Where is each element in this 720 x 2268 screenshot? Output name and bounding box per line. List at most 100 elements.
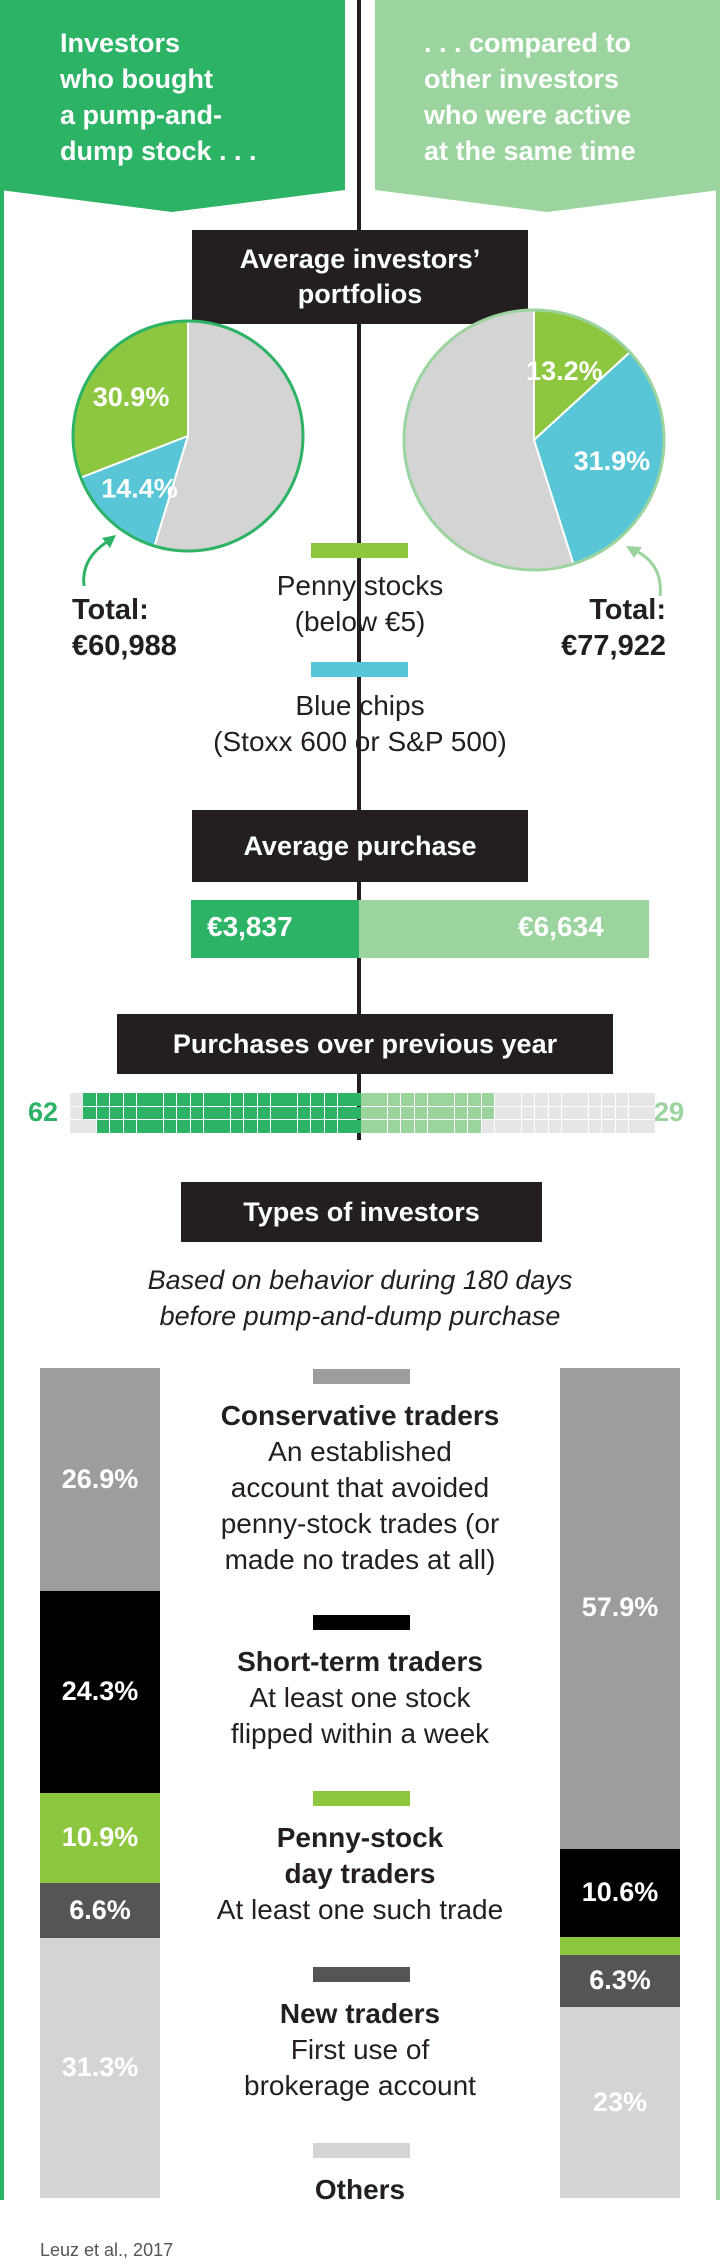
purchase-cell <box>361 1106 374 1120</box>
legend-new-line-2: brokerage account <box>244 2070 476 2101</box>
total-right-value: €77,922 <box>561 630 666 662</box>
segment-new-label: 6.3% <box>589 1964 651 1995</box>
purchase-cell <box>123 1106 137 1120</box>
purchase-cell <box>257 1120 271 1133</box>
purchase-cell <box>495 1093 508 1106</box>
purchase-cell <box>414 1093 428 1106</box>
pie-slice-penny-label: 30.9% <box>93 382 170 412</box>
purchase-cell <box>548 1106 562 1120</box>
segment-conservative-label: 57.9% <box>581 1592 659 1623</box>
purchase-cell <box>230 1106 244 1120</box>
purchase-cell <box>374 1120 387 1133</box>
segment-others <box>40 1938 160 2198</box>
purchase-cell <box>454 1106 468 1120</box>
segment-short-term <box>40 1591 160 1793</box>
legend-penny-day-line-1: At least one such trade <box>216 1894 504 1925</box>
segment-others-label: 23% <box>592 2086 648 2117</box>
purchase-cell <box>217 1106 230 1120</box>
legend-swatch-others <box>313 2143 410 2158</box>
purchase-cell <box>284 1106 297 1120</box>
types-note-line-1: Based on behavior during 180 days <box>147 1265 573 1295</box>
segment-others-label: 31.3% <box>61 2052 139 2083</box>
legend-others-title: Others <box>314 2174 406 2205</box>
purchase-cell <box>137 1093 150 1106</box>
purchase-cell <box>70 1093 83 1106</box>
legend-new-line-1: First use of <box>290 2034 430 2065</box>
legend-conservative-line-3: penny-stock trades (or <box>220 1508 500 1539</box>
segment-new-label: 6.6% <box>69 1894 131 1925</box>
purchase-cell <box>190 1093 204 1106</box>
legend-penny-day: Penny-stock day traders At least one suc… <box>170 1820 550 1928</box>
purchase-cell <box>468 1106 481 1120</box>
purchase-cell <box>257 1106 271 1120</box>
purchase-cell <box>190 1106 204 1120</box>
legend-conservative-line-2: account that avoided <box>230 1472 490 1503</box>
purchase-cell <box>629 1093 642 1106</box>
purchase-cell <box>588 1093 602 1106</box>
purchase-cell <box>602 1106 615 1120</box>
purchase-cell <box>508 1106 521 1120</box>
purchase-cell <box>271 1106 284 1120</box>
purchase-cell <box>428 1106 441 1120</box>
pie-slice-blue-label: 31.9% <box>574 446 651 476</box>
purchase-cell <box>110 1120 123 1133</box>
purchase-cell <box>642 1093 655 1106</box>
arrow-icon-right <box>626 546 662 597</box>
purchase-cell <box>615 1106 629 1120</box>
purchase-cell <box>338 1106 351 1120</box>
portfolios-heading-line-2: portfolios <box>297 279 423 309</box>
purchase-cell <box>588 1120 602 1133</box>
avg-purchase-bar-left <box>191 900 359 958</box>
purchases-grid-left <box>70 1093 364 1133</box>
purchase-cell <box>324 1106 338 1120</box>
legend-new-title: New traders <box>279 1998 441 2029</box>
segment-penny-day <box>560 1936 680 1955</box>
purchases-value-right: 29 <box>654 1097 685 1127</box>
purchase-cell <box>562 1093 575 1106</box>
purchase-cell <box>351 1106 364 1120</box>
pie-outline <box>402 308 666 572</box>
purchase-cell <box>428 1093 441 1106</box>
legend-swatch-short <box>313 1615 410 1630</box>
purchase-cell <box>297 1120 311 1133</box>
segment-conservative <box>560 1368 680 1849</box>
portfolios-heading-line-1: Average investors’ <box>239 244 481 274</box>
segment-others <box>560 2007 680 2198</box>
purchase-cell <box>217 1120 230 1133</box>
purchase-cell <box>230 1093 244 1106</box>
purchase-cell <box>311 1120 324 1133</box>
purchase-cell <box>297 1106 311 1120</box>
header-right-line-4: at the same time <box>424 136 636 166</box>
purchase-cell <box>642 1106 655 1120</box>
legend-swatch-penny-day <box>313 1791 410 1806</box>
purchase-cell <box>374 1106 387 1120</box>
purchase-cell <box>521 1093 535 1106</box>
purchase-cell <box>428 1120 441 1133</box>
purchase-cell <box>271 1093 284 1106</box>
purchase-cell <box>615 1093 629 1106</box>
legend-penny-day-title-2: day traders <box>284 1858 436 1889</box>
legend-short-line-2: flipped within a week <box>230 1718 490 1749</box>
purchase-cell <box>629 1120 642 1133</box>
legend-short-line-1: At least one stock <box>249 1682 471 1713</box>
total-right: Total: €77,922 <box>548 592 666 664</box>
purchase-cell <box>481 1106 495 1120</box>
center-divider-line <box>357 0 361 1140</box>
purchase-cell <box>548 1093 562 1106</box>
purchase-cell <box>387 1093 401 1106</box>
header-left-line-1: Investors <box>60 28 181 58</box>
purchase-cell <box>521 1120 535 1133</box>
header-right-line-3: who were active <box>424 100 632 130</box>
types-heading: Types of investors <box>181 1182 542 1242</box>
purchases-value-left: 62 <box>28 1097 59 1127</box>
purchase-cell <box>481 1093 495 1106</box>
purchase-cell <box>521 1106 535 1120</box>
total-left-value: €60,988 <box>72 630 177 662</box>
header-left-line-3: a pump-and- <box>60 100 222 130</box>
purchase-cell <box>163 1120 177 1133</box>
purchase-cell <box>629 1106 642 1120</box>
purchase-cell <box>123 1120 137 1133</box>
purchase-cell <box>401 1106 414 1120</box>
purchase-cell <box>351 1093 364 1106</box>
purchase-cell <box>414 1106 428 1120</box>
